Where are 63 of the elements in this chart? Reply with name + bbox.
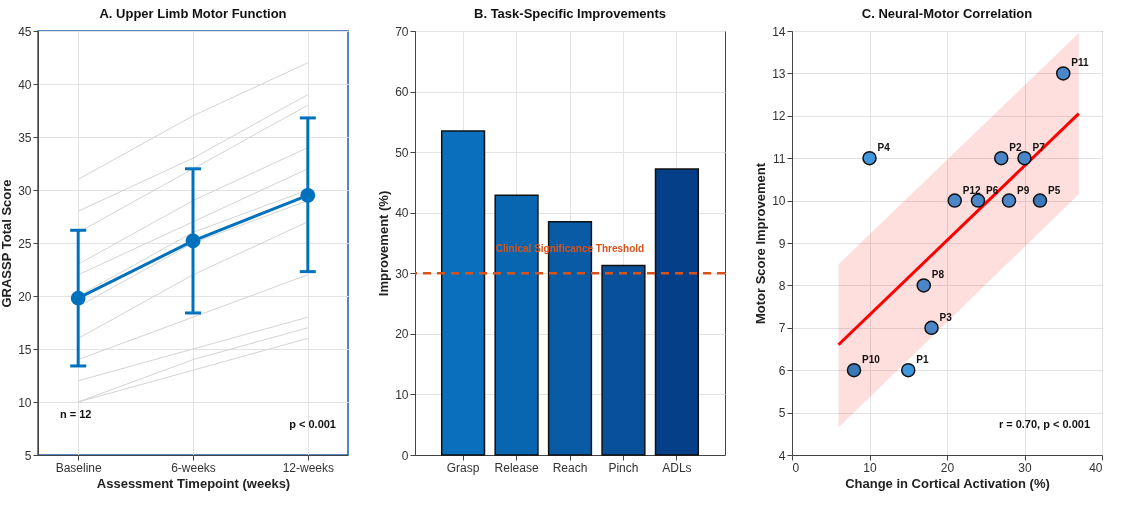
y-tick-label: 5	[24, 448, 32, 463]
y-tick-label: 25	[18, 236, 32, 251]
y-tick-label: 8	[778, 278, 786, 293]
x-tick-label: 6-weeks	[171, 460, 216, 475]
annotation: P8	[931, 269, 945, 281]
x-tick-label: 20	[940, 460, 955, 475]
annotation: P3	[939, 311, 953, 323]
y-tick-label: 10	[18, 395, 32, 410]
y-tick-label: 13	[772, 66, 786, 81]
y-axis-title: Motor Score Improvement	[753, 162, 769, 325]
annotation: P12	[962, 184, 981, 196]
y-tick-label: 30	[18, 183, 32, 198]
x-axis-title: Change in Cortical Activation (%)	[845, 475, 1050, 491]
y-tick-label: 30	[395, 266, 409, 281]
x-tick-label: Release	[494, 460, 539, 475]
y-tick-label: 20	[18, 289, 32, 304]
x-tick-label: 40	[1089, 460, 1103, 475]
annotation: r = 0.70, p < 0.001	[998, 418, 1090, 430]
y-tick-label: 15	[18, 342, 32, 357]
y-tick-label: 14	[772, 24, 786, 39]
y-tick-label: 35	[18, 130, 32, 145]
y-tick-label: 11	[773, 151, 786, 166]
y-tick-label: 40	[18, 77, 32, 92]
y-axis-title: Improvement (%)	[376, 190, 392, 297]
annotation: P9	[1017, 184, 1030, 196]
x-tick-label: Pinch	[608, 460, 639, 475]
chart-title: A. Upper Limb Motor Function	[99, 6, 287, 21]
annotation: P1	[916, 354, 929, 366]
y-tick-label: 6	[778, 363, 786, 378]
annotation: P11	[1071, 57, 1089, 69]
y-tick-label: 60	[395, 85, 409, 100]
x-tick-label: Baseline	[55, 460, 103, 475]
y-tick-label: 45	[18, 24, 32, 39]
x-tick-label: 0	[792, 460, 800, 475]
y-tick-label: 7	[778, 321, 786, 336]
y-tick-label: 50	[395, 145, 409, 160]
y-tick-label: 20	[395, 327, 409, 342]
annotation: P10	[862, 354, 881, 366]
x-tick-label: Reach	[552, 460, 588, 475]
y-axis-title: GRASSP Total Score	[0, 179, 15, 308]
y-tick-label: 5	[778, 406, 786, 421]
annotation: P2	[1009, 142, 1022, 154]
annotation: P6	[986, 184, 999, 196]
annotation: P5	[1048, 184, 1061, 196]
x-tick-label: 30	[1018, 460, 1032, 475]
y-tick-label: 12	[772, 109, 786, 124]
chart-title: B. Task-Specific Improvements	[474, 6, 666, 21]
x-tick-label: ADLs	[662, 460, 692, 475]
y-tick-label: 0	[401, 448, 409, 463]
y-tick-label: 10	[395, 387, 409, 402]
x-tick-label: 12-weeks	[282, 460, 334, 475]
chart-title: C. Neural-Motor Correlation	[861, 6, 1033, 21]
annotation: P4	[877, 142, 891, 154]
x-axis-title: Assessment Timepoint (weeks)	[96, 475, 291, 491]
y-tick-label: 9	[778, 236, 786, 251]
y-tick-label: 4	[778, 448, 786, 463]
y-tick-label: 70	[395, 24, 409, 39]
y-tick-label: 40	[395, 206, 409, 221]
x-tick-label: Grasp	[446, 460, 480, 475]
y-tick-label: 10	[772, 194, 786, 209]
x-tick-label: 10	[863, 460, 877, 475]
annotation: n = 12	[60, 408, 92, 420]
annotation: p < 0.001	[289, 418, 336, 430]
